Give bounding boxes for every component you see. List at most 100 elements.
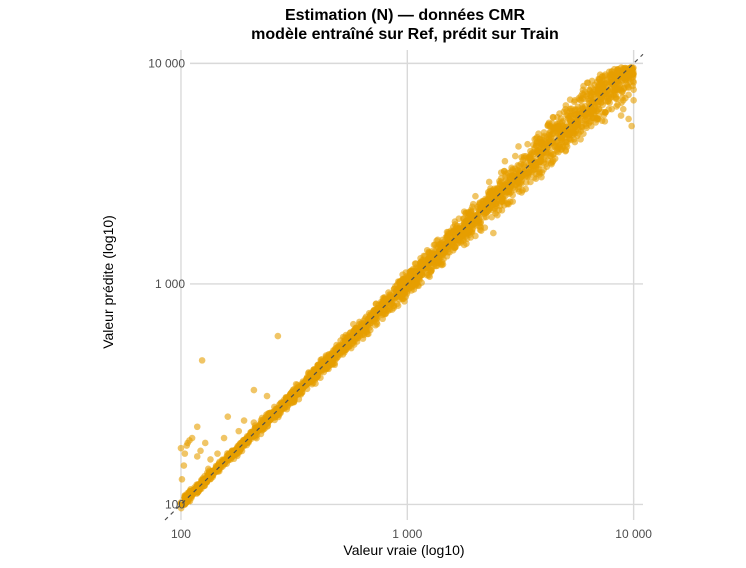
y-tick-label: 100: [165, 497, 185, 511]
data-point: [394, 285, 401, 293]
data-point: [195, 485, 203, 492]
data-point: [250, 419, 258, 426]
data-point: [625, 91, 632, 99]
data-point: [197, 447, 204, 455]
data-point: [614, 101, 621, 108]
data-point: [240, 417, 248, 424]
data-point: [581, 116, 589, 123]
data-point: [599, 84, 607, 92]
data-point: [490, 229, 497, 237]
data-point: [540, 166, 547, 173]
data-point: [617, 112, 625, 119]
data-point: [240, 441, 248, 448]
data-point: [472, 232, 479, 240]
y-axis-label: Valeur prédite (log10): [100, 215, 116, 349]
x-axis-label: Valeur vraie (log10): [343, 542, 464, 558]
data-point: [545, 135, 553, 143]
data-point: [429, 257, 437, 265]
data-point: [210, 466, 218, 474]
data-point: [587, 83, 595, 91]
data-point: [361, 323, 369, 330]
data-point: [602, 71, 609, 78]
data-point: [345, 339, 352, 347]
data-point: [488, 213, 496, 221]
data-point: [551, 155, 559, 162]
data-point: [564, 112, 572, 119]
y-tick-label: 1 000: [155, 277, 185, 291]
data-point: [181, 450, 189, 457]
data-point: [411, 260, 419, 267]
data-point: [506, 178, 513, 186]
data-point: [511, 177, 519, 185]
data-point: [229, 451, 237, 459]
data-point: [605, 95, 613, 103]
data-point: [452, 236, 460, 244]
data-point: [271, 411, 279, 419]
data-point: [628, 122, 635, 130]
data-point: [235, 442, 243, 450]
data-point: [619, 97, 627, 104]
data-point: [524, 140, 531, 148]
data-point: [193, 423, 201, 431]
data-point: [494, 211, 501, 219]
data-point: [577, 135, 584, 143]
data-point: [527, 178, 534, 186]
data-point: [499, 188, 507, 196]
data-point: [537, 157, 545, 164]
data-point: [178, 476, 186, 483]
data-point: [549, 113, 557, 121]
data-point: [467, 221, 474, 228]
data-point: [535, 130, 542, 137]
data-point: [375, 310, 383, 317]
data-point: [625, 115, 632, 123]
data-point: [475, 219, 483, 227]
data-point: [627, 69, 634, 76]
data-point: [592, 119, 600, 126]
data-point: [595, 91, 602, 99]
chart-subtitle: modèle entraîné sur Ref, prédit sur Trai…: [251, 26, 559, 43]
data-point: [540, 145, 547, 153]
data-point: [384, 307, 392, 315]
data-point: [551, 139, 559, 147]
data-point: [571, 120, 579, 128]
data-point: [497, 169, 505, 176]
data-point: [608, 68, 615, 75]
data-point: [245, 432, 253, 439]
data-point: [476, 207, 484, 214]
data-point: [550, 124, 558, 132]
data-point: [443, 252, 451, 260]
data-point: [277, 408, 284, 416]
data-point: [613, 95, 621, 103]
data-point: [456, 228, 463, 235]
x-tick-label: 1 000: [392, 527, 422, 541]
data-point: [472, 192, 479, 200]
data-point: [224, 413, 232, 420]
y-tick-label: 10 000: [148, 56, 185, 70]
data-point: [328, 351, 335, 358]
data-point: [204, 465, 212, 473]
data-point: [527, 147, 534, 155]
data-point: [553, 146, 561, 153]
data-point: [595, 105, 603, 113]
data-point: [411, 282, 419, 290]
points-layer: [177, 64, 637, 512]
data-point: [263, 392, 271, 400]
data-point: [511, 152, 519, 160]
data-point: [508, 172, 516, 179]
data-point: [571, 97, 579, 104]
data-point: [498, 198, 506, 206]
data-point: [214, 450, 221, 457]
data-point: [584, 95, 592, 103]
data-point: [619, 64, 627, 72]
data-point: [614, 66, 621, 73]
data-point: [177, 444, 185, 452]
data-point: [295, 384, 302, 392]
data-point: [220, 434, 228, 442]
data-point: [295, 390, 302, 397]
data-point: [353, 327, 361, 334]
data-point: [450, 228, 458, 235]
data-point: [581, 88, 589, 96]
data-point: [325, 359, 333, 366]
data-point: [629, 82, 636, 90]
